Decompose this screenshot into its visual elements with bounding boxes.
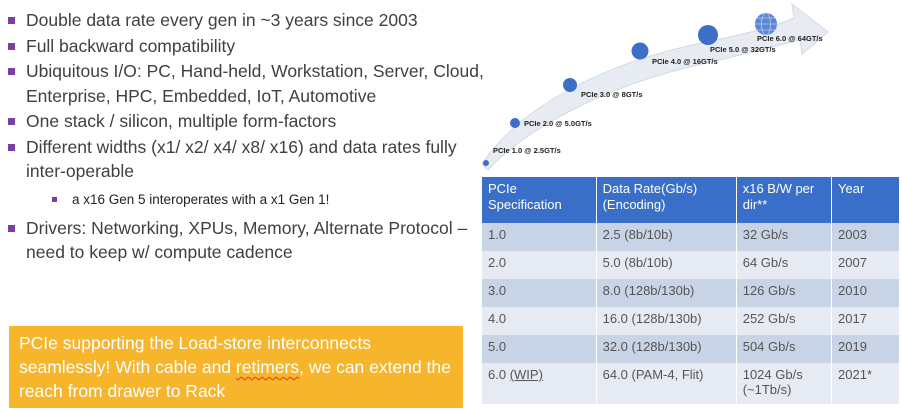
cell-rate: 8.0 (128b/130b) [596,279,737,307]
header-year: Year [831,177,900,223]
roadmap-label: PCIe 6.0 @ 64GT/s [757,34,823,43]
globe-icon [755,12,777,36]
header-spec: PCIe Specification [482,177,597,223]
bullet-text: Drivers: Networking, XPUs, Memory, Alter… [26,217,468,263]
table-row: 3.0 8.0 (128b/130b) 126 Gb/s 2010 [482,279,900,307]
cell-bw: 126 Gb/s [736,279,833,307]
cell-spec: 6.0 (WIP) [482,363,597,404]
roadmap-dot [698,25,718,45]
bullet-marker [8,118,15,125]
roadmap-label: PCIe 5.0 @ 32GT/s [710,45,776,54]
callout-retimers-word: retimers [235,357,300,377]
cell-spec-note: (WIP) [509,367,543,382]
sub-bullet-marker [52,196,57,202]
cell-rate: 5.0 (8b/10b) [596,251,737,279]
bullet-item: One stack / silicon, multiple form-facto… [6,109,486,134]
bullet-item: Full backward compatibility [6,34,486,59]
bullet-item: Different widths (x1/ x2/ x4/ x8/ x16) a… [6,135,486,184]
header-bandwidth: x16 B/W per dir** [736,177,833,223]
pcie-roadmap-diagram: PCIe 1.0 @ 2.5GT/s PCIe 2.0 @ 5.0GT/s PC… [481,2,829,171]
cell-year: 2010 [831,279,900,307]
cell-spec-value: 6.0 [488,367,507,382]
table-header-row: PCIe Specification Data Rate(Gb/s) (Enco… [482,177,900,223]
bullet-marker [8,42,15,50]
cell-rate: 16.0 (128b/130b) [596,307,737,335]
bullet-marker [8,68,15,75]
cell-spec: 1.0 [482,223,597,251]
roadmap-dot [483,160,489,166]
table-row: 4.0 16.0 (128b/130b) 252 Gb/s 2017 [482,307,900,335]
roadmap-dot [631,42,649,60]
roadmap-label: PCIe 2.0 @ 5.0GT/s [524,119,592,128]
sub-bullet-text: a x16 Gen 5 interoperates with a x1 Gen … [72,191,330,207]
cell-year: 2017 [831,307,900,335]
cell-spec: 4.0 [482,307,597,335]
cell-year: 2019 [831,335,900,363]
roadmap-label: PCIe 1.0 @ 2.5GT/s [493,146,561,155]
roadmap-label: PCIe 3.0 @ 8GT/s [581,90,643,99]
callout-text-end: , we can extend the reach from drawer to… [19,357,451,401]
cell-year: 2003 [831,223,900,251]
bullet-text: One stack / silicon, multiple form-facto… [26,111,337,131]
pcie-spec-table: PCIe Specification Data Rate(Gb/s) (Enco… [482,177,900,404]
table-row: 1.0 2.5 (8b/10b) 32 Gb/s 2003 [482,223,900,251]
bullet-marker [8,143,15,151]
cell-rate: 2.5 (8b/10b) [596,223,737,251]
bullet-item: Drivers: Networking, XPUs, Memory, Alter… [6,216,486,265]
bullet-text: Double data rate every gen in ~3 years s… [26,10,418,30]
table-row: 2.0 5.0 (8b/10b) 64 Gb/s 2007 [482,251,900,279]
cell-bw: 32 Gb/s [736,223,833,251]
cell-rate: 32.0 (128b/130b) [596,335,737,363]
roadmap-label: PCIe 4.0 @ 16GT/s [652,57,718,66]
bullet-list: Double data rate every gen in ~3 years s… [6,8,486,266]
table-row: 5.0 32.0 (128b/130b) 504 Gb/s 2019 [482,335,900,363]
cell-spec: 3.0 [482,279,597,307]
roadmap-dot [563,78,577,92]
cell-bw: 64 Gb/s [736,251,833,279]
bullet-marker [8,17,15,24]
cell-rate: 64.0 (PAM-4, Flit) [596,363,737,404]
cell-spec: 5.0 [482,335,597,363]
callout-box: PCIe supporting the Load-store interconn… [9,326,463,408]
bullet-text: Different widths (x1/ x2/ x4/ x8/ x16) a… [26,136,457,182]
cell-spec: 2.0 [482,251,597,279]
header-data-rate: Data Rate(Gb/s) (Encoding) [596,177,737,223]
table-row: 6.0 (WIP) 64.0 (PAM-4, Flit) 1024 Gb/s (… [482,363,900,404]
cell-bw: 504 Gb/s [736,335,833,363]
cell-bw: 1024 Gb/s (~1Tb/s) [736,363,833,404]
bullet-text: Ubiquitous I/O: PC, Hand-held, Workstati… [26,61,484,106]
bullet-text: Full backward compatibility [26,35,236,56]
bullet-marker [8,224,15,232]
roadmap-dot [510,118,520,128]
bullet-item: Ubiquitous I/O: PC, Hand-held, Workstati… [6,59,486,108]
roadmap-arrow [481,2,829,171]
cell-year: 2007 [831,251,900,279]
callout-text: PCIe supporting the Load-store interconn… [19,333,372,377]
sub-bullet-item: a x16 Gen 5 interoperates with a x1 Gen … [6,190,486,210]
bullet-item: Double data rate every gen in ~3 years s… [6,8,486,33]
cell-year: 2021* [831,363,900,404]
cell-bw: 252 Gb/s [736,307,833,335]
